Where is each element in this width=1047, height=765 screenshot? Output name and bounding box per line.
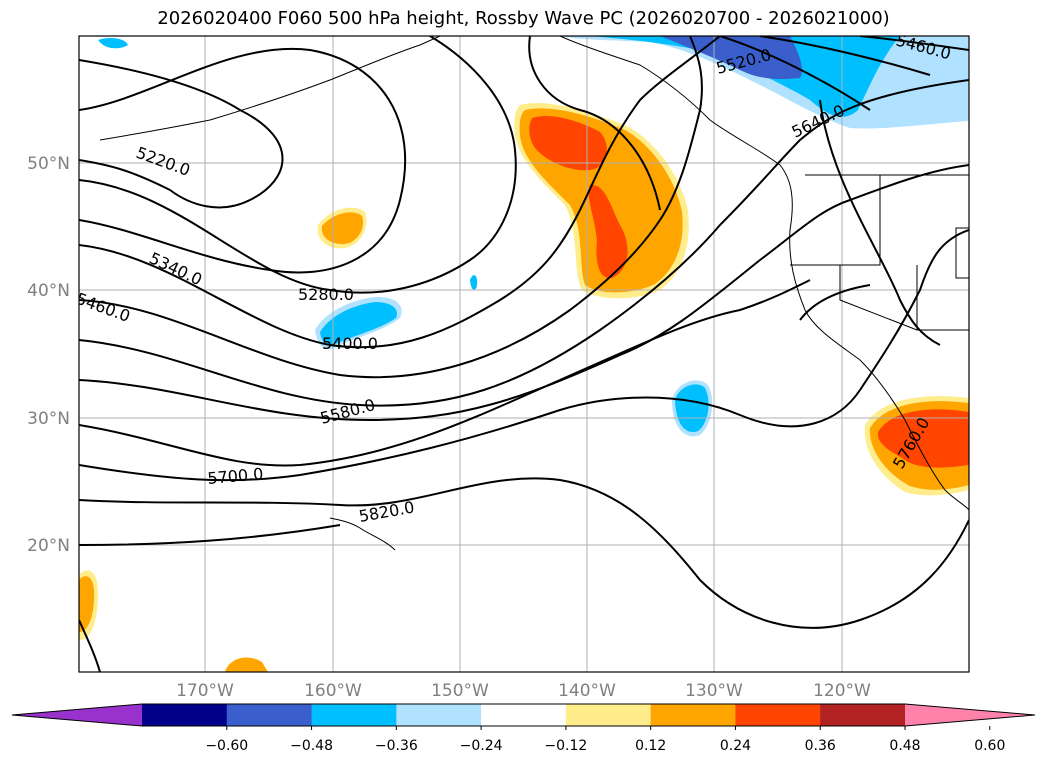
colorbar-tick-label: 0.48 bbox=[889, 738, 920, 754]
lat-label-40n: 40°N bbox=[27, 281, 70, 301]
colorbar-segment bbox=[481, 704, 567, 726]
lon-axis-labels: 170°W 160°W 150°W 140°W 130°W 120°W bbox=[176, 681, 871, 701]
colorbar-tick-label: 0.60 bbox=[974, 738, 1005, 754]
map-frame bbox=[78, 35, 970, 673]
colorbar-segment bbox=[311, 704, 397, 726]
colorbar-tick-label: −0.24 bbox=[460, 738, 503, 754]
colorbar-tick-label: 0.36 bbox=[805, 738, 836, 754]
lat-label-30n: 30°N bbox=[27, 409, 70, 429]
colorbar-outline bbox=[11, 703, 1036, 727]
lat-label-50n: 50°N bbox=[27, 154, 70, 174]
colorbar-segment bbox=[226, 704, 313, 726]
colorbar-extend-high bbox=[905, 704, 1035, 726]
contour-label-5700: 5700.0 bbox=[207, 464, 264, 488]
colorbar-segment bbox=[650, 704, 736, 726]
height-contours bbox=[79, 36, 969, 672]
lat-label-20n: 20°N bbox=[27, 536, 70, 556]
colorbar-tick-label: −0.48 bbox=[290, 738, 333, 754]
contour-label-5400: 5400.0 bbox=[322, 334, 378, 353]
lon-label-140w: 140°W bbox=[558, 681, 616, 701]
grid-lines bbox=[79, 36, 969, 672]
colorbar-tick-label: 0.24 bbox=[720, 738, 751, 754]
colorbar-tick-label: 0.12 bbox=[635, 738, 666, 754]
lon-label-120w: 120°W bbox=[813, 681, 871, 701]
colorbar-segment bbox=[735, 704, 821, 726]
anomaly-shading bbox=[79, 36, 969, 672]
colorbar-extend-low bbox=[12, 704, 142, 726]
colorbar-tick-label: −0.36 bbox=[375, 738, 418, 754]
colorbar: −0.60 −0.48 −0.36 −0.24 −0.12 0.12 0.24 0.36 0.4… bbox=[11, 703, 1036, 754]
lon-label-150w: 150°W bbox=[431, 681, 489, 701]
map-area: 5220.0 5340.0 5460.0 5280.0 5400.0 5580.… bbox=[79, 36, 969, 672]
lat-axis-labels: 50°N 40°N 30°N 20°N bbox=[27, 154, 70, 556]
colorbar-segment bbox=[565, 704, 652, 726]
lon-label-130w: 130°W bbox=[685, 681, 743, 701]
lon-label-170w: 170°W bbox=[176, 681, 234, 701]
colorbar-segment bbox=[820, 704, 906, 726]
colorbar-segment bbox=[396, 704, 482, 726]
colorbar-tick-label: −0.60 bbox=[205, 738, 248, 754]
colorbar-segment bbox=[142, 704, 228, 726]
lon-label-160w: 160°W bbox=[304, 681, 362, 701]
contour-label-5280: 5280.0 bbox=[298, 285, 354, 304]
map-title: 2026020400 F060 500 hPa height, Rossby W… bbox=[157, 8, 890, 29]
coastlines bbox=[99, 36, 969, 551]
colorbar-tick-label: −0.12 bbox=[544, 738, 587, 754]
